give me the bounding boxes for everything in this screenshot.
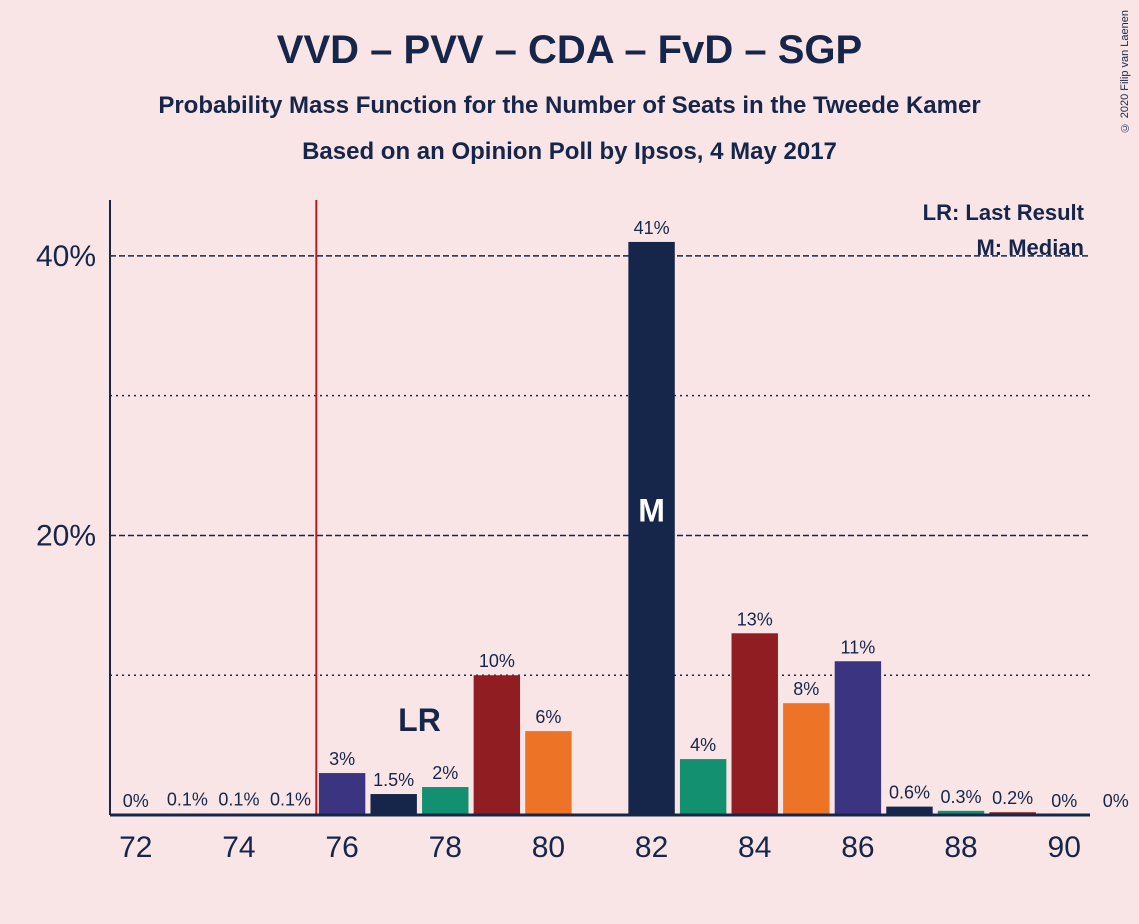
x-tick-label: 88 (944, 831, 977, 864)
bar (835, 661, 881, 815)
legend-m: M: Median (976, 235, 1084, 261)
bar-value-label: 1.5% (373, 770, 414, 790)
x-tick-label: 86 (841, 831, 874, 864)
bar (319, 773, 365, 815)
y-tick-label: 20% (36, 519, 96, 552)
copyright-text: © 2020 Filip van Laenen (1119, 10, 1131, 133)
bar (474, 675, 520, 815)
bar-value-label: 11% (841, 637, 876, 657)
bar-value-label: 2% (432, 763, 458, 783)
legend-lr: LR: Last Result (923, 200, 1084, 226)
lr-label: LR (398, 702, 441, 738)
bar-value-label: 0% (1103, 791, 1129, 811)
bar (525, 731, 571, 815)
bar-value-label: 4% (690, 735, 716, 755)
y-tick-label: 40% (36, 240, 96, 273)
bar-value-label: 0% (1051, 791, 1077, 811)
bar-value-label: 0.2% (992, 788, 1033, 808)
bar (732, 633, 778, 815)
bar-value-label: 8% (793, 679, 819, 699)
x-tick-label: 90 (1048, 831, 1081, 864)
bar-value-label: 3% (329, 749, 355, 769)
bar-value-label: 0.1% (167, 790, 208, 810)
bar-value-label: 13% (737, 609, 773, 629)
bar-value-label: 41% (634, 218, 670, 238)
median-label: M (638, 492, 665, 528)
bar (422, 787, 468, 815)
chart-subtitle-1: Probability Mass Function for the Number… (0, 92, 1139, 120)
chart-subtitle-2: Based on an Opinion Poll by Ipsos, 4 May… (0, 138, 1139, 166)
bar-value-label: 6% (535, 707, 561, 727)
x-tick-label: 76 (325, 831, 358, 864)
bar-value-label: 0% (123, 791, 149, 811)
chart-container: VVD – PVV – CDA – FvD – SGP Probability … (0, 0, 1139, 924)
bar-value-label: 0.3% (941, 787, 982, 807)
x-tick-label: 84 (738, 831, 771, 864)
x-tick-label: 80 (532, 831, 565, 864)
x-tick-label: 82 (635, 831, 668, 864)
x-tick-label: 72 (119, 831, 152, 864)
x-tick-label: 74 (222, 831, 255, 864)
bar-value-label: 0.1% (270, 790, 311, 810)
bar-value-label: 0.1% (218, 790, 259, 810)
bar (783, 703, 829, 815)
bar-value-label: 10% (479, 651, 515, 671)
bar (370, 794, 416, 815)
chart-title: VVD – PVV – CDA – FvD – SGP (0, 28, 1139, 73)
bar-value-label: 0.6% (889, 783, 930, 803)
x-tick-label: 78 (429, 831, 462, 864)
bar (680, 759, 726, 815)
